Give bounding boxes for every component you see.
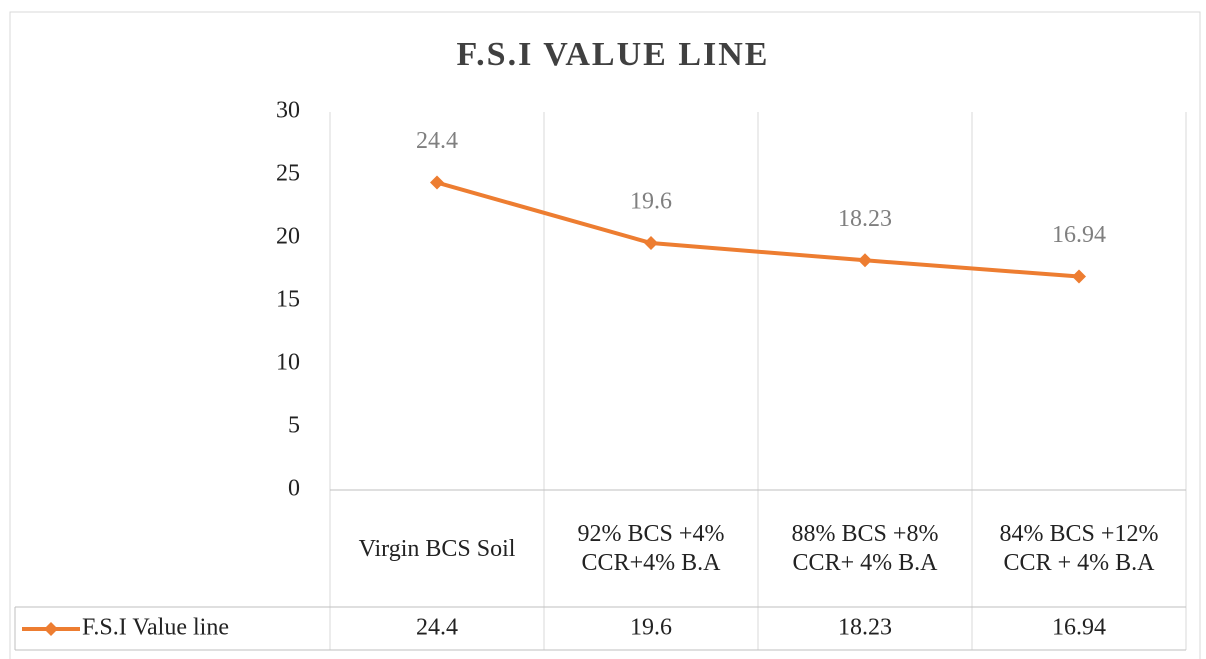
x-tick-label: 84% BCS +12% CCR + 4% B.A	[999, 521, 1159, 576]
table-value: 24.4	[416, 615, 458, 641]
table-value: 19.6	[630, 615, 672, 641]
data-label: 24.4	[416, 128, 458, 154]
y-tick-label: 5	[288, 413, 300, 439]
marker	[858, 253, 872, 268]
marker	[1072, 269, 1086, 284]
marker	[644, 236, 658, 251]
data-label: 18.23	[838, 206, 892, 232]
chart-border	[9, 11, 1201, 659]
data-label: 19.6	[630, 189, 672, 215]
y-tick-label: 15	[276, 287, 300, 313]
table-value: 18.23	[838, 615, 892, 641]
data-label: 16.94	[1052, 222, 1106, 248]
y-tick-label: 30	[276, 98, 300, 124]
legend-label: F.S.I Value line	[82, 615, 229, 641]
x-tick-label: 88% BCS +8% CCR+ 4% B.A	[791, 521, 939, 576]
y-tick-label: 0	[288, 476, 300, 502]
marker	[430, 175, 444, 190]
chart-title: F.S.I VALUE LINE	[457, 36, 770, 73]
x-tick-label: Virgin BCS Soil	[358, 535, 516, 562]
legend-marker	[44, 622, 58, 636]
series-line	[436, 180, 1080, 279]
x-tick-label: 92% BCS +4% CCR+4% B.A	[577, 521, 725, 576]
y-tick-label: 25	[276, 161, 300, 187]
table-value: 16.94	[1052, 615, 1106, 641]
y-tick-label: 10	[276, 350, 300, 376]
y-tick-label: 20	[276, 224, 300, 250]
